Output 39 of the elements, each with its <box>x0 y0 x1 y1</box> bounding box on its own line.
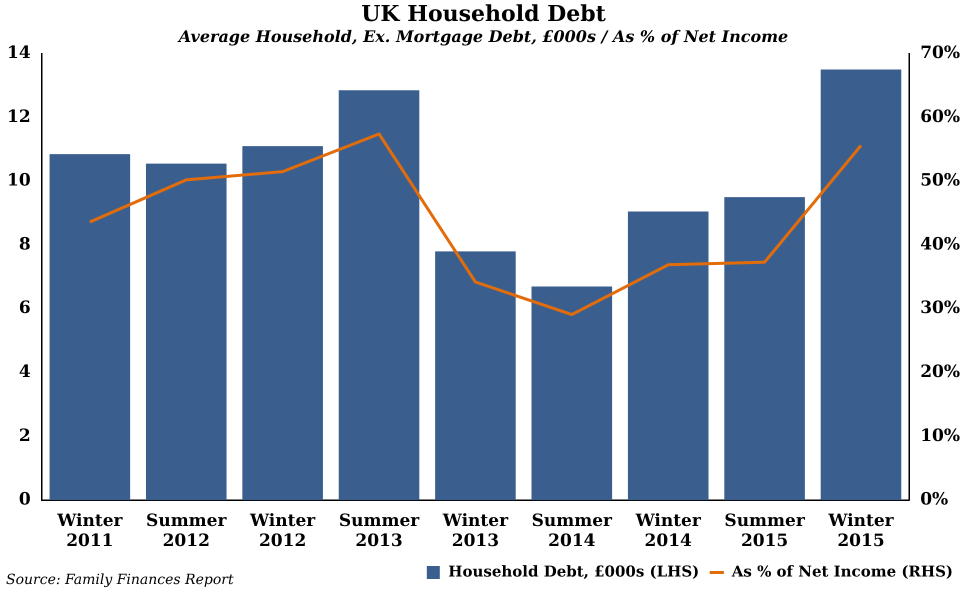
x-tick-label: Summer 2015 <box>724 510 806 552</box>
x-tick-label: Winter 2011 <box>56 510 124 552</box>
x-tick-label: Summer 2012 <box>146 510 228 552</box>
bar <box>820 70 902 500</box>
x-tick-label: Winter 2013 <box>442 510 510 552</box>
y-tick-label: 10 <box>6 170 31 191</box>
y-tick-label: 12 <box>6 106 31 127</box>
bar <box>435 251 516 500</box>
y2-tick-label: 70% <box>920 43 960 64</box>
legend-label: As % of Net Income (RHS) <box>730 562 954 580</box>
bar <box>532 286 612 500</box>
x-tick-label: Winter 2015 <box>827 510 895 552</box>
bar <box>146 164 227 500</box>
y-tick-label: 2 <box>18 426 31 446</box>
y2-tick-label: 0% <box>920 490 948 510</box>
y2-tick-label: 40% <box>920 234 960 254</box>
y-tick-label: 14 <box>6 43 31 64</box>
source-note: Source: Family Finances Report <box>6 572 234 588</box>
y-tick-label: 6 <box>18 298 31 318</box>
y-tick-label: 8 <box>18 234 31 254</box>
y2-tick-label: 10% <box>920 426 960 446</box>
x-tick-label: Summer 2014 <box>532 510 614 552</box>
bar <box>724 197 805 500</box>
chart-title: UK Household Debt <box>361 0 607 27</box>
bar <box>242 146 323 500</box>
chart-subtitle: Average Household, Ex. Mortgage Debt, £000s / As % of Net Income <box>176 27 788 46</box>
x-tick-label: Winter 2014 <box>634 510 702 552</box>
legend-label: Household Debt, £000s (LHS) <box>448 562 700 580</box>
y2-tick-label: 30% <box>920 298 960 318</box>
bar <box>338 90 420 500</box>
y-tick-label: 4 <box>18 362 31 382</box>
bar <box>628 212 708 500</box>
y-tick-label: 0 <box>18 490 31 510</box>
x-tick-label: Winter 2012 <box>249 510 316 552</box>
x-tick-label: Summer 2013 <box>338 510 420 552</box>
y2-tick-label: 20% <box>920 362 960 382</box>
y2-tick-label: 60% <box>920 106 960 127</box>
bar <box>50 154 130 500</box>
y2-tick-label: 50% <box>920 170 960 191</box>
